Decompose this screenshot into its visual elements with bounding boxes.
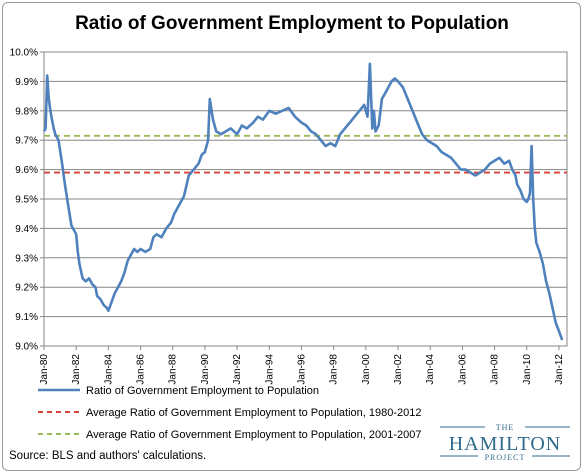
y-tick-label: 9.5% [15, 195, 38, 206]
legend-label-avg-2001-2007: Average Ratio of Government Employment t… [86, 429, 422, 441]
x-axis: Jan-80 Jan-82 Jan-84 Jan-86 Jan-88 Jan-90 Jan-… [39, 346, 565, 385]
x-tick-label: Jan-04 [425, 354, 436, 385]
x-tick-label: Jan-00 [361, 354, 372, 385]
y-tick-label: 9.8% [15, 106, 38, 117]
x-tick-label: Jan-10 [522, 354, 533, 385]
x-tick-label: Jan-94 [264, 354, 275, 385]
y-tick-label: 9.3% [15, 253, 38, 264]
x-tick-label: Jan-06 [457, 354, 468, 385]
x-tick-label: Jan-96 [296, 354, 307, 385]
y-tick-label: 9.1% [15, 312, 38, 323]
legend-label-ratio: Ratio of Government Employment to Popula… [86, 385, 319, 397]
y-tick-label: 9.6% [15, 165, 38, 176]
x-tick-label: Jan-80 [39, 354, 50, 385]
ratio-series-line [42, 62, 564, 341]
x-tick-label: Jan-08 [490, 354, 501, 385]
x-tick-label: Jan-88 [168, 354, 179, 385]
y-tick-label: 9.7% [15, 136, 38, 147]
y-tick-label: 9.4% [15, 224, 38, 235]
y-tick-label: 9.0% [15, 342, 38, 353]
x-tick-label: Jan-82 [71, 354, 82, 385]
series-lines [42, 62, 564, 341]
hamilton-project-logo: THE HAMILTON PROJECT [440, 423, 570, 462]
logo-top-text: THE [496, 423, 515, 432]
x-tick-label: Jan-98 [329, 354, 340, 385]
logo-main-text: HAMILTON [449, 433, 561, 455]
y-tick-label: 10.0% [10, 48, 38, 59]
y-tick-label: 9.2% [15, 283, 38, 294]
legend: Ratio of Government Employment to Popula… [38, 385, 422, 441]
x-tick-label: Jan-84 [103, 354, 114, 385]
gridlines [44, 80, 567, 318]
logo-bottom-text: PROJECT [485, 453, 526, 462]
x-tick-label: Jan-86 [136, 354, 147, 385]
y-tick-label: 9.9% [15, 77, 38, 88]
chart-title: Ratio of Government Employment to Popula… [75, 13, 509, 34]
x-tick-label: Jan-12 [554, 354, 565, 385]
x-tick-label: Jan-92 [232, 354, 243, 385]
x-tick-label: Jan-90 [200, 354, 211, 385]
legend-label-avg-1980-2012: Average Ratio of Government Employment t… [86, 407, 422, 419]
x-tick-label: Jan-02 [393, 354, 404, 385]
y-axis: 9.0% 9.1% 9.2% 9.3% 9.4% 9.5% 9.6% 9.7% 9.8% 9.9%… [10, 48, 44, 353]
source-note: Source: BLS and authors' calculations. [9, 450, 206, 462]
